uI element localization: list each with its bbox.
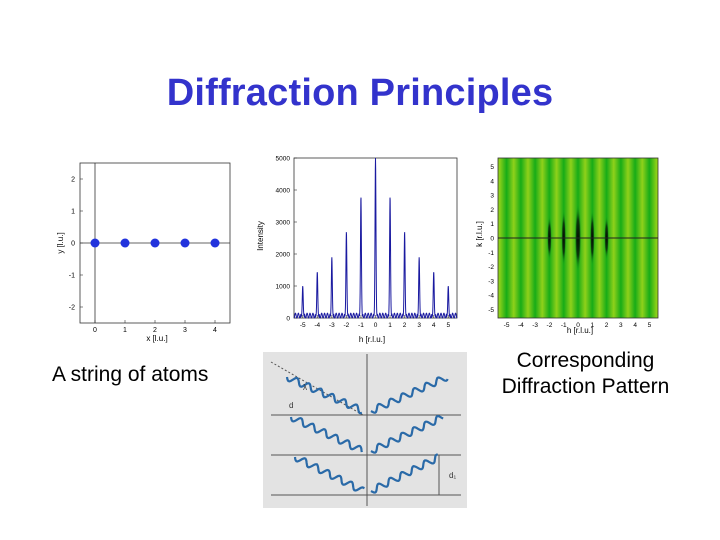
- incident-wave: [289, 416, 363, 453]
- caption-line-1: Corresponding: [516, 349, 655, 372]
- caption-diffraction-pattern: Corresponding Diffraction Pattern: [478, 348, 693, 400]
- spacing-label: d₁: [449, 471, 456, 480]
- x-axis-label: h [r.l.u.]: [567, 326, 593, 335]
- y-tick-label: 5000: [276, 156, 291, 163]
- x-axis-label: h [r.l.u.]: [359, 335, 385, 344]
- y-tick-label: 1: [490, 221, 494, 228]
- slide-title: Diffraction Principles: [166, 72, 554, 114]
- diagram-background: [263, 352, 467, 508]
- y-tick-label: 1000: [276, 284, 291, 291]
- x-axis-label: x [l.u.]: [146, 334, 167, 343]
- y-tick-label: 3: [490, 193, 494, 200]
- x-tick-label: 1: [123, 327, 127, 334]
- x-tick-label: -2: [547, 322, 553, 329]
- y-tick-label: -2: [488, 264, 494, 271]
- x-tick-label: 4: [633, 322, 637, 329]
- x-tick-label: 0: [93, 327, 97, 334]
- bragg-diagram: λ d d₁: [263, 352, 467, 508]
- y-tick-label: 4000: [276, 188, 291, 195]
- x-tick-label: 1: [388, 322, 392, 329]
- x-tick-label: -5: [504, 322, 510, 329]
- y-tick-label: -2: [69, 305, 75, 312]
- x-tick-label: -3: [532, 322, 538, 329]
- y-tick-label: 0: [71, 241, 75, 248]
- y-tick-label: 0: [286, 316, 290, 323]
- reflected-wave: [370, 453, 438, 494]
- atom-string-plot: 0 1 2 3 4 -2 -1 0 1 2 x [l.u.] y [l.u.]: [56, 162, 231, 343]
- intensity-plot: -5 -4 -3 -2 -1 0 1 2 3 4 5 0 1000 2000 3000 4000 5000 h …: [256, 156, 458, 344]
- reflected-wave: [370, 414, 444, 454]
- y-tick-label: -3: [488, 278, 494, 285]
- caption-atom-string: A string of atoms: [52, 363, 209, 386]
- atom-point: [210, 238, 220, 248]
- incident-wave: [293, 456, 366, 492]
- x-tick-label: 0: [374, 322, 378, 329]
- angle-label: d: [289, 401, 293, 410]
- y-axis-label: y [l.u.]: [56, 232, 65, 253]
- x-tick-label: 3: [417, 322, 421, 329]
- x-tick-label: -2: [344, 322, 350, 329]
- atom-point: [90, 238, 100, 248]
- x-tick-label: 3: [183, 327, 187, 334]
- intensity-series-line: [293, 157, 458, 319]
- y-tick-label: 2000: [276, 252, 291, 259]
- y-tick-label: 2: [490, 207, 494, 214]
- y-tick-label: 1: [71, 209, 75, 216]
- x-tick-label: 0: [576, 322, 580, 329]
- y-tick-label: -5: [488, 307, 494, 314]
- x-tick-label: -4: [314, 322, 320, 329]
- incident-wave: [285, 376, 363, 415]
- x-tick-label: -1: [358, 322, 364, 329]
- x-tick-label: 2: [403, 322, 407, 329]
- x-tick-label: 2: [605, 322, 609, 329]
- y-tick-label: 3000: [276, 220, 291, 227]
- y-axis-label: Intensity: [256, 221, 265, 251]
- x-tick-label: 3: [619, 322, 623, 329]
- x-tick-label: -1: [561, 322, 567, 329]
- x-tick-label: -4: [518, 322, 524, 329]
- x-tick-label: 5: [446, 322, 450, 329]
- x-tick-label: 4: [213, 327, 217, 334]
- x-tick-label: 5: [648, 322, 652, 329]
- caption-line-2: Diffraction Pattern: [501, 375, 670, 398]
- x-tick-label: 4: [432, 322, 436, 329]
- y-tick-label: 0: [490, 236, 494, 243]
- diffraction-pattern-heatmap: -5 -4 -3 -2 -1 0 1 2 3 4 5 -5 -4 -3 -2 -1 0 1 2 3 4 5 h [r.l.…: [475, 157, 659, 335]
- wavelength-label: λ: [303, 383, 307, 392]
- atom-point: [180, 238, 190, 248]
- y-tick-label: 2: [71, 177, 75, 184]
- atom-point: [150, 238, 160, 248]
- y-tick-label: -4: [488, 293, 494, 300]
- x-tick-label: -3: [329, 322, 335, 329]
- x-tick-label: 2: [153, 327, 157, 334]
- y-tick-label: 4: [490, 178, 494, 185]
- x-tick-label: -5: [300, 322, 306, 329]
- reflected-wave: [370, 376, 449, 414]
- y-tick-label: -1: [69, 273, 75, 280]
- y-axis-label: k [r.l.u.]: [475, 221, 484, 247]
- y-tick-label: 5: [490, 164, 494, 171]
- x-tick-label: 1: [590, 322, 594, 329]
- y-tick-label: -1: [488, 250, 494, 257]
- atom-point: [120, 238, 130, 248]
